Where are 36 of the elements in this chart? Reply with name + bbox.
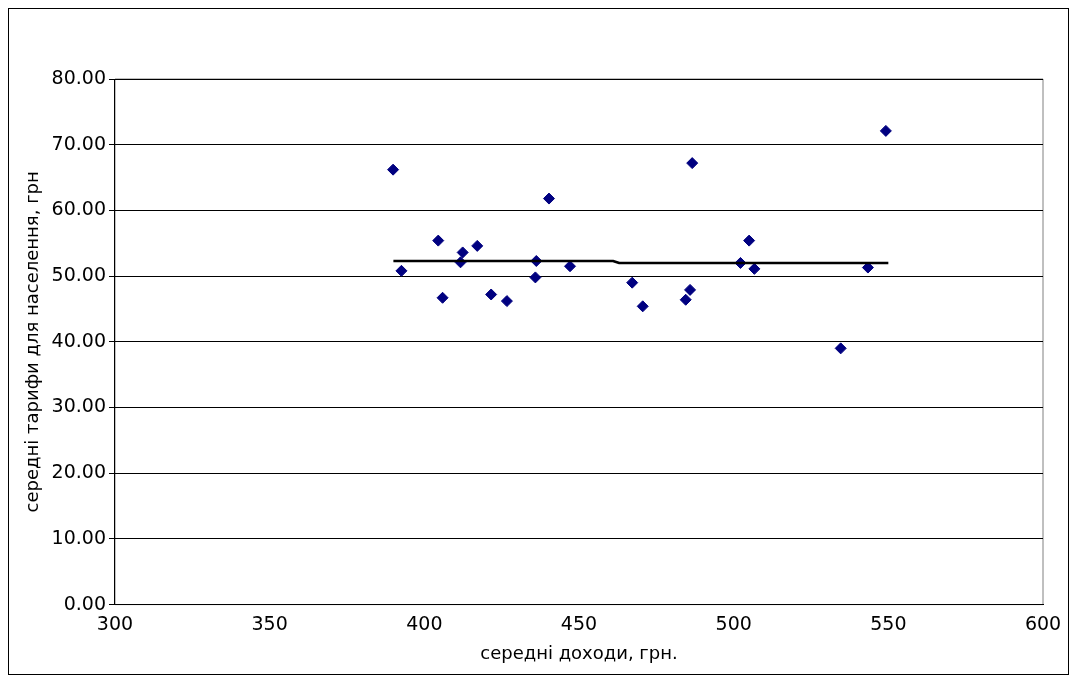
x-tick-label: 550	[870, 611, 907, 634]
point	[436, 291, 449, 304]
x-tick-label: 500	[715, 611, 752, 634]
point	[834, 342, 847, 355]
y-tick-label: 80.00	[51, 65, 106, 88]
x-axis-title: середні доходи, грн.	[480, 641, 678, 663]
y-tick-label: 40.00	[51, 328, 106, 351]
x-tick-label: 600	[1024, 611, 1062, 634]
point	[529, 271, 542, 284]
point	[456, 246, 469, 259]
point	[542, 192, 555, 205]
point	[387, 163, 400, 176]
y-tick-label: 0.00	[63, 591, 106, 614]
point	[471, 239, 484, 252]
point	[432, 234, 445, 247]
point	[626, 276, 639, 289]
x-tick-label: 450	[560, 611, 598, 634]
point	[679, 293, 692, 306]
y-axis-title: середні тарифи для населення, грн	[21, 171, 43, 513]
y-tick-label: 50.00	[51, 263, 106, 286]
y-tick-label: 70.00	[51, 131, 106, 154]
point	[684, 283, 697, 296]
point	[500, 295, 513, 308]
x-tick-label: 400	[406, 611, 443, 634]
y-tick-label: 30.00	[51, 394, 106, 417]
point	[485, 288, 498, 301]
point	[879, 124, 892, 137]
point	[636, 300, 649, 313]
x-tick-label: 350	[251, 611, 288, 634]
y-tick-label: 60.00	[51, 197, 106, 220]
x-tick-label: 300	[96, 611, 134, 634]
point	[686, 157, 699, 170]
point	[395, 264, 408, 277]
point	[743, 234, 756, 247]
y-tick-label: 10.00	[51, 525, 106, 548]
y-tick-label: 20.00	[51, 460, 106, 483]
